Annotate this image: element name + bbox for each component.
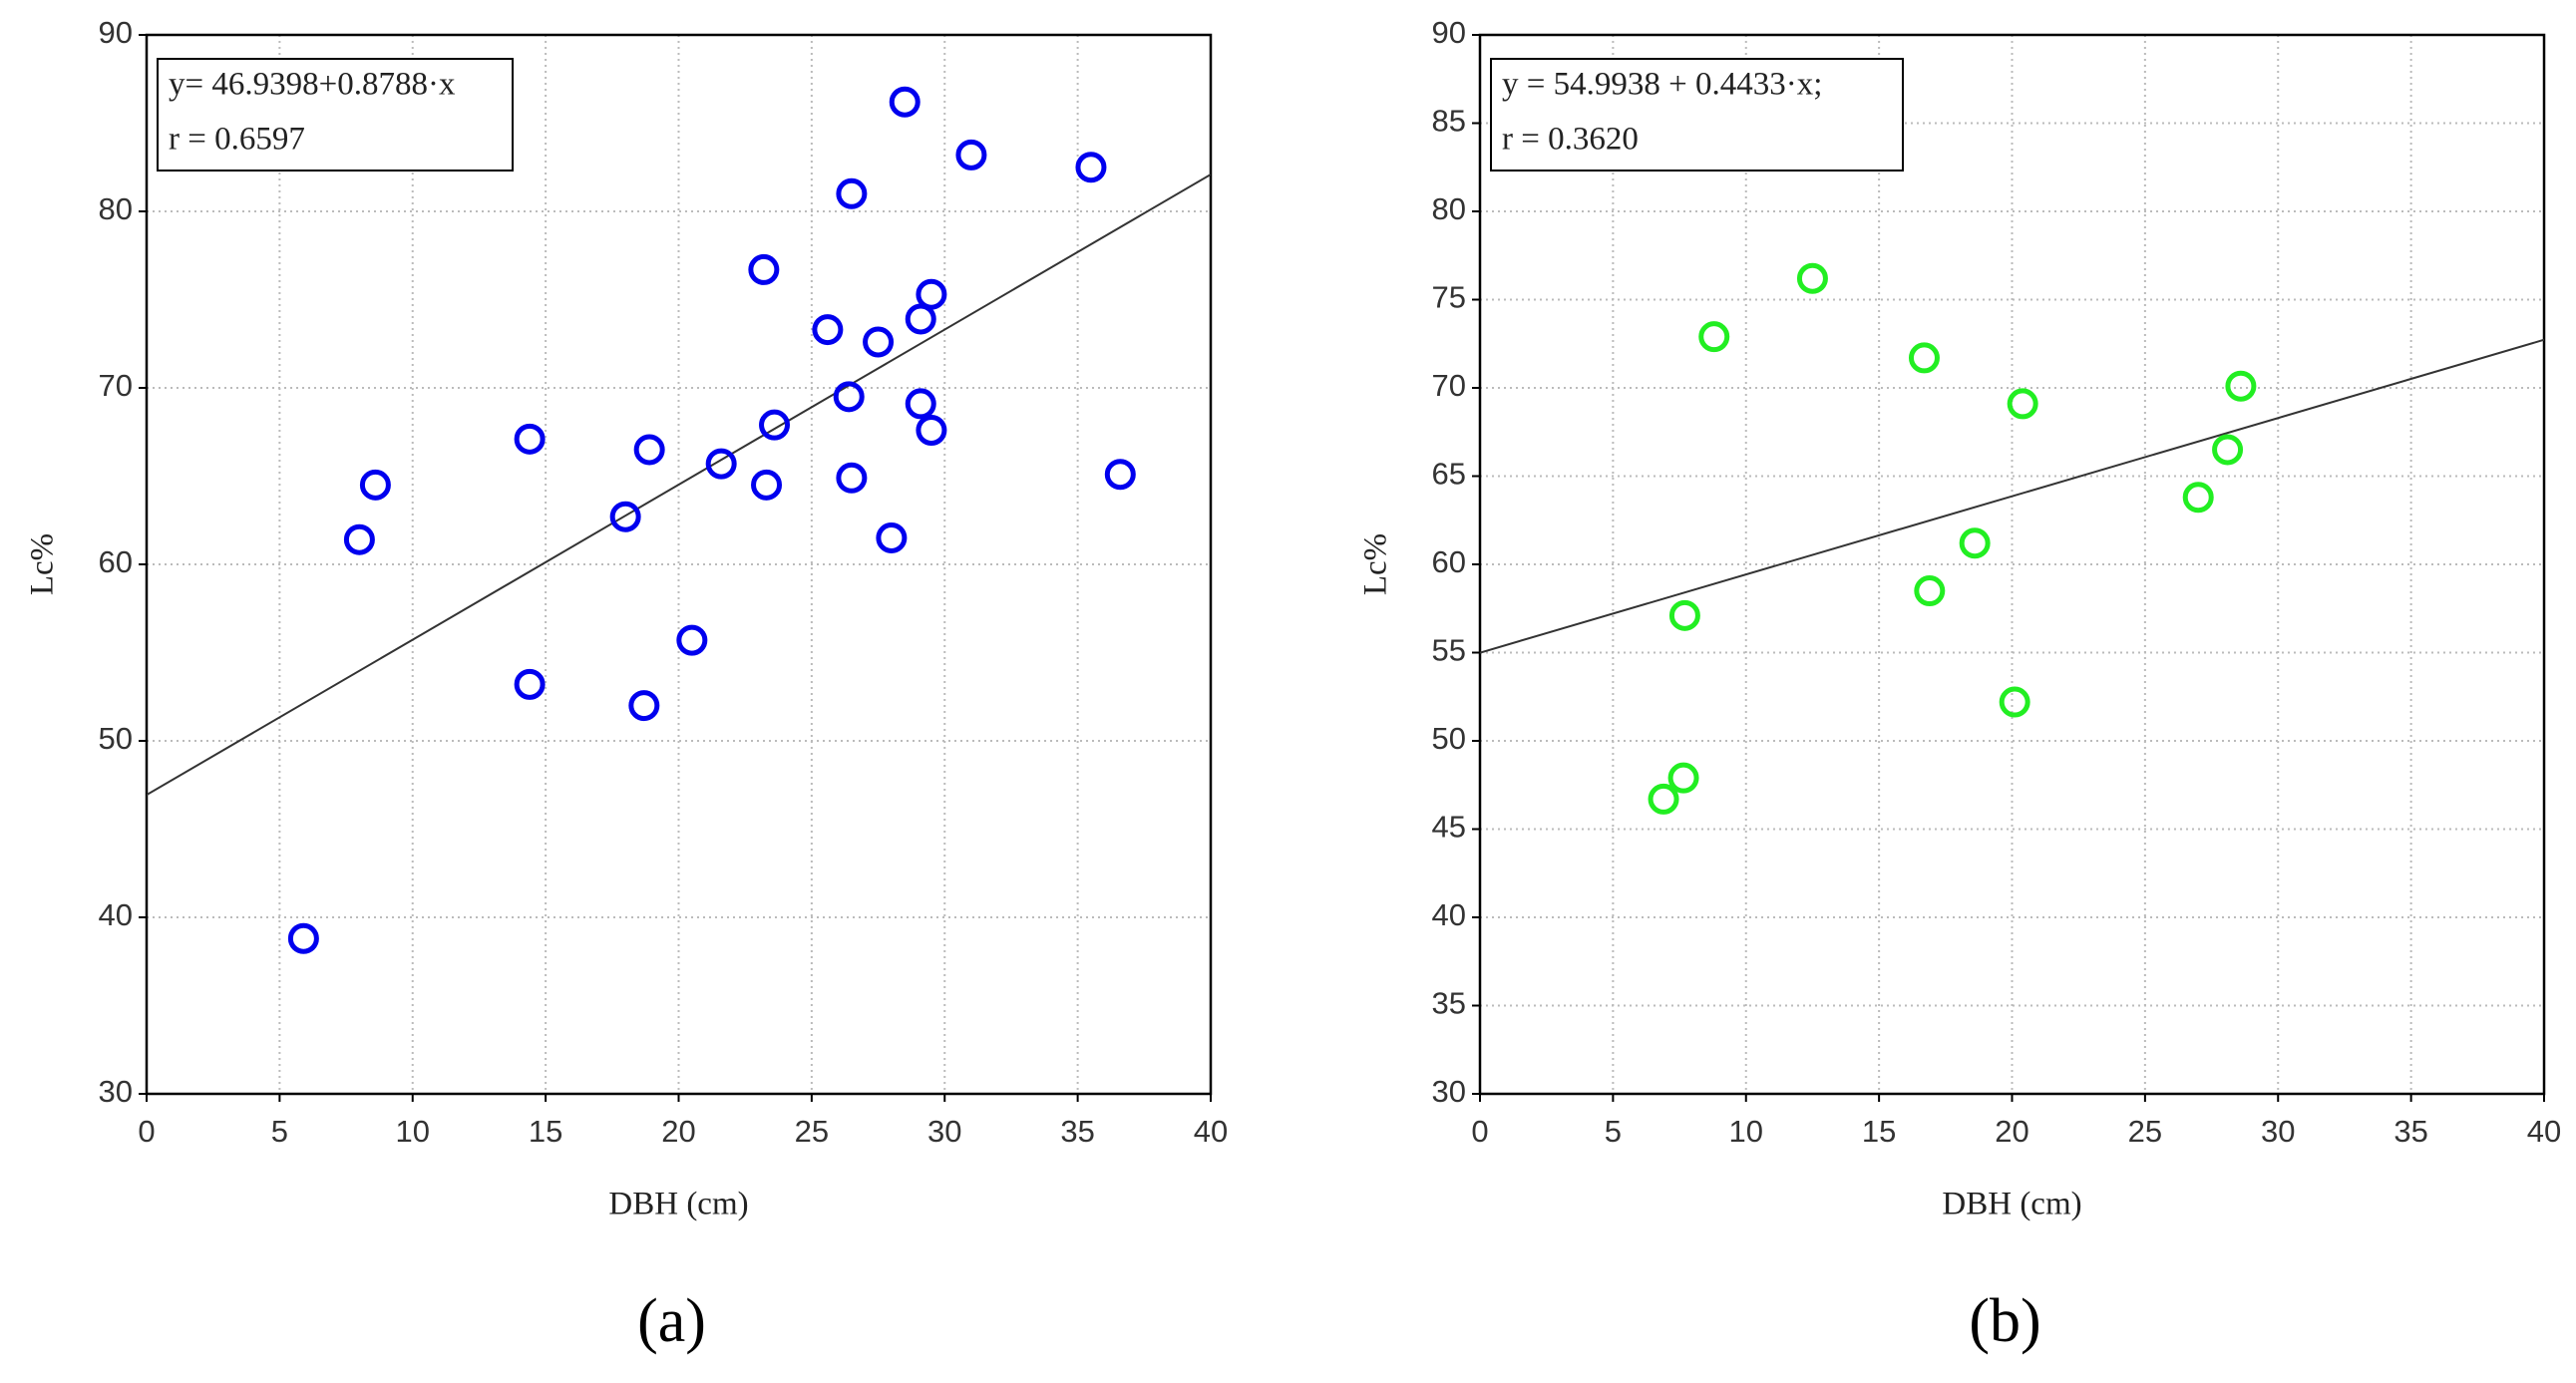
point [633, 434, 665, 466]
x-tick-label: 35 [1060, 1114, 1094, 1149]
x-tick-label: 20 [1995, 1114, 2028, 1149]
point [905, 303, 936, 335]
point [705, 448, 737, 480]
plot-frame [145, 33, 1213, 1096]
y-tick-label: 75 [1432, 280, 1466, 315]
y-tick-label: 60 [1432, 544, 1466, 579]
y-axis-label: Lc% [25, 533, 61, 595]
point [359, 469, 391, 501]
y-tick-label: 90 [1432, 15, 1466, 50]
annotation: y= 46.9398+0.8788·x [169, 67, 456, 103]
x-tick-label: 10 [1729, 1114, 1763, 1149]
y-tick-label: 50 [99, 721, 133, 756]
y-tick-label: 85 [1432, 104, 1466, 139]
point [1648, 783, 1679, 815]
point [609, 501, 641, 532]
point [676, 624, 708, 656]
y-tick-label: 30 [99, 1074, 133, 1109]
y-tick-label: 40 [1432, 897, 1466, 932]
chart: 0 5 10 15 20 25 30 35 40 30 40 50 60 70 80 90 y= 46.9398… [25, 15, 1229, 1355]
x-tick-label: 0 [1471, 1114, 1488, 1149]
x-tick-label: 5 [271, 1114, 288, 1149]
point [889, 86, 920, 118]
y-tick-label: 55 [1432, 633, 1466, 668]
x-tick-label: 20 [661, 1114, 695, 1149]
trend-line [147, 173, 1211, 797]
annotation: r = 0.6597 [169, 122, 305, 158]
annotation-box [1490, 58, 1904, 172]
y-tick-label: 40 [99, 897, 133, 932]
y-tick-label: 30 [1432, 1074, 1466, 1109]
x-tick-label: 30 [2261, 1114, 2295, 1149]
point [916, 414, 947, 446]
y-tick-label: 80 [99, 191, 133, 226]
x-tick-label: 25 [795, 1114, 829, 1149]
point [905, 388, 936, 420]
point [759, 409, 791, 441]
point [2007, 388, 2038, 420]
y-tick-label: 70 [1432, 368, 1466, 403]
annotation: y = 54.9938 + 0.4433·x; [1502, 67, 1822, 103]
point [1908, 342, 1940, 374]
y-tick-label: 50 [1432, 721, 1466, 756]
x-tick-label: 25 [2128, 1114, 2162, 1149]
y-tick-label: 80 [1432, 191, 1466, 226]
point [514, 668, 546, 700]
point [514, 423, 546, 455]
point [1075, 152, 1107, 183]
chart: 0 5 10 15 20 25 30 35 40 30 35 40 45 50 55 60 65 70 75 80 85… [1358, 15, 2562, 1355]
point [1914, 575, 1946, 607]
point [751, 469, 783, 501]
x-tick-label: 15 [529, 1114, 562, 1149]
point [863, 326, 895, 358]
annotation-box [157, 58, 514, 172]
x-tick-label: 5 [1605, 1114, 1622, 1149]
point [955, 139, 987, 171]
point [836, 177, 868, 209]
x-tick-label: 30 [927, 1114, 961, 1149]
caption: (a) [637, 1287, 706, 1355]
y-tick-label: 45 [1432, 810, 1466, 845]
point [916, 278, 947, 310]
y-tick-label: 35 [1432, 986, 1466, 1021]
point [1796, 262, 1828, 294]
plot-frame [1478, 33, 2546, 1096]
point [1104, 459, 1136, 491]
point [1959, 527, 1991, 559]
x-tick-label: 40 [2527, 1114, 2561, 1149]
caption: (b) [1969, 1287, 2040, 1355]
y-tick-label: 70 [99, 368, 133, 403]
point [1698, 321, 1730, 353]
x-tick-label: 40 [1194, 1114, 1228, 1149]
x-tick-label: 35 [2393, 1114, 2427, 1149]
x-tick-label: 0 [138, 1114, 155, 1149]
point [1999, 686, 2030, 718]
point [812, 314, 844, 346]
point [2225, 370, 2257, 402]
trend-line [1480, 338, 2544, 654]
x-tick-label: 15 [1862, 1114, 1896, 1149]
point [1667, 762, 1699, 794]
point [2212, 434, 2244, 466]
y-tick-label: 65 [1432, 457, 1466, 492]
x-axis-label: DBH (cm) [608, 1187, 748, 1222]
point [836, 462, 868, 494]
y-tick-label: 90 [99, 15, 133, 50]
annotation: r = 0.3620 [1502, 122, 1639, 158]
point [343, 523, 375, 555]
point [628, 690, 660, 722]
point [2182, 482, 2214, 514]
x-axis-label: DBH (cm) [1942, 1187, 2081, 1222]
point [1668, 599, 1700, 631]
point [833, 381, 865, 413]
x-tick-label: 10 [396, 1114, 430, 1149]
y-tick-label: 60 [99, 544, 133, 579]
point [748, 253, 780, 285]
y-axis-label: Lc% [1358, 533, 1394, 595]
point [876, 521, 908, 553]
point [287, 922, 319, 954]
